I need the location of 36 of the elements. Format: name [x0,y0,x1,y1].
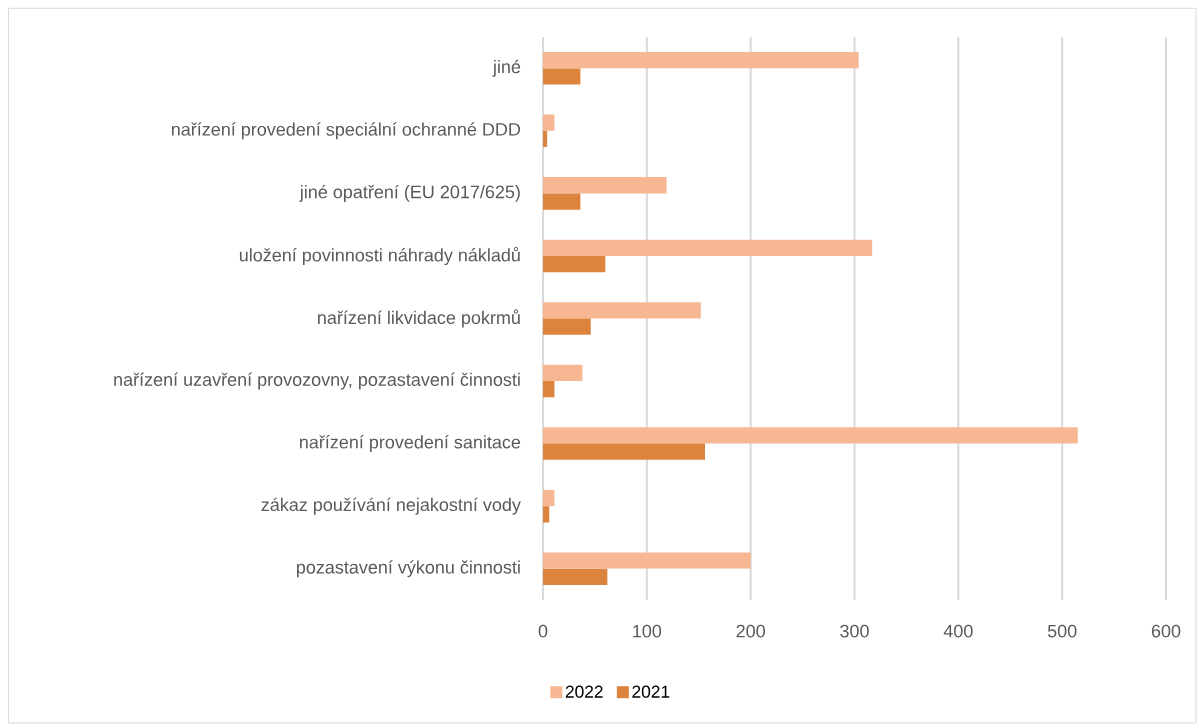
bar [543,552,751,569]
legend-label: 2022 [565,685,603,698]
bar [543,255,606,273]
x-tick-label: 100 [633,624,662,638]
y-tick-label: nařízení provedení sanitace [300,435,521,453]
bar [543,568,608,585]
x-tick-label: 600 [1151,624,1181,638]
y-tick-label: zákaz používání nejakostní vody [261,497,521,515]
bar [543,177,667,194]
x-tick-label: 500 [1047,624,1077,638]
bar [543,364,583,382]
bar [543,68,581,85]
legend-label: 2021 [632,685,670,698]
y-tick-label: pozastavení výkonu činnosti [296,560,520,578]
bar [543,114,555,131]
y-tick-label: nařízení likvidace pokrmů [318,309,520,328]
bar [543,427,1078,444]
x-tick-label: 0 [538,624,548,638]
y-tick-label: jiné [492,59,521,77]
bar [543,52,859,69]
bar [543,489,555,507]
x-tick-label: 300 [840,624,869,638]
bar [543,443,705,460]
bar [543,239,873,256]
bar [543,506,550,523]
bar [543,381,555,398]
y-tick-label: uložení povinnosti náhrady nákladů [239,246,520,266]
y-tick-label: nařízení uzavření provozovny, pozastavení činnosti [114,372,520,390]
y-tick-label: nařízení provedení speciální ochranné DDD [171,122,521,140]
bar [543,193,581,210]
bar [543,130,548,148]
bar [543,318,591,335]
y-tick-label: jiné opatření (EU 2017/625) [299,184,520,202]
bar [543,302,701,319]
x-tick-label: 200 [736,624,765,638]
x-tick-label: 400 [943,624,973,638]
